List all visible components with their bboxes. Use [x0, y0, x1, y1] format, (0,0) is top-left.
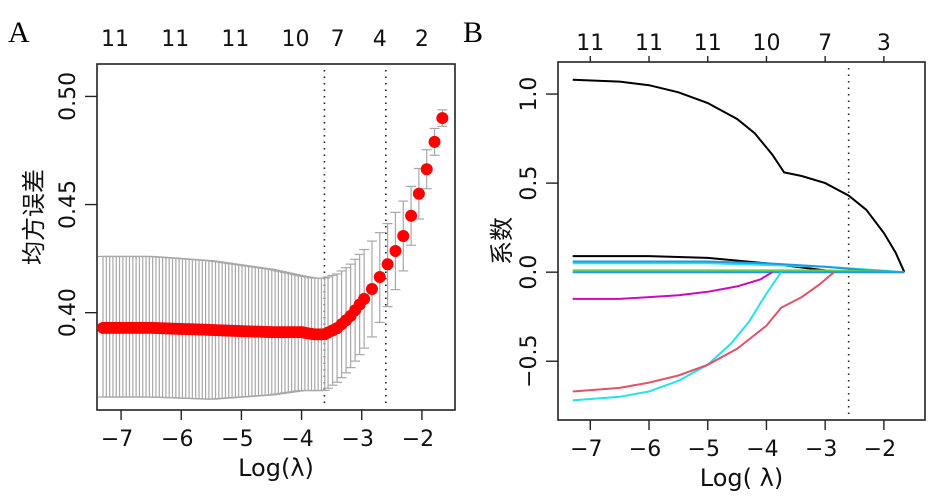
- top-axis-label: 10: [752, 31, 780, 56]
- coefficient-path-var9: [572, 271, 835, 393]
- x-tick-label: −6: [629, 437, 661, 462]
- x-tick-label: −6: [161, 427, 193, 452]
- y-tick-label: −0.5: [517, 335, 542, 388]
- x-axis-title: Log( λ): [700, 464, 783, 492]
- top-axis-label: 10: [282, 27, 310, 52]
- top-axis-label: 4: [373, 27, 387, 52]
- x-tick-label: −5: [688, 437, 720, 462]
- x-tick-label: −3: [805, 437, 837, 462]
- top-axis-label: 7: [331, 27, 345, 52]
- cv-point: [389, 244, 402, 257]
- y-tick-label: 0.45: [56, 180, 81, 229]
- top-axis-label: 3: [877, 31, 891, 56]
- top-axis-label: 11: [694, 31, 722, 56]
- cv-point: [405, 209, 418, 222]
- panel-label-a: A: [8, 16, 30, 49]
- cv-points: [97, 112, 449, 341]
- panel-b-coefficient-path-plot: −7 −6 −5 −4 −3 −2 11 11 11 10 7 3 −0.5 0.0 0.5 1.0 Log( …: [488, 31, 926, 492]
- y-tick-label: 0.5: [517, 166, 542, 201]
- top-axis-label: 11: [635, 31, 663, 56]
- coefficient-path-var1: [572, 78, 906, 273]
- top-axis-label: 11: [221, 27, 249, 52]
- plot-frame: [557, 61, 926, 421]
- top-axis-label: 7: [818, 31, 832, 56]
- cv-point: [381, 258, 394, 271]
- coefficient-path-var7: [572, 271, 773, 300]
- y-axis-title: 系数: [488, 217, 516, 265]
- cv-point: [436, 112, 449, 125]
- cv-point: [420, 163, 433, 176]
- y-tick-label: 0.50: [56, 72, 81, 121]
- y-tick-label: 0.40: [56, 288, 81, 337]
- cv-point: [428, 135, 441, 148]
- top-axis-label: 2: [415, 27, 429, 52]
- top-axis-label: 11: [101, 27, 129, 52]
- y-axis-title: 均方误差: [20, 169, 48, 265]
- coefficient-path-var8: [572, 271, 782, 402]
- cv-point: [365, 283, 378, 296]
- top-axis-label: 11: [576, 31, 604, 56]
- x-tick-label: −2: [402, 427, 434, 452]
- plot-frame: [96, 63, 456, 411]
- x-tick-label: −5: [221, 427, 253, 452]
- x-tick-label: −4: [281, 427, 313, 452]
- x-tick-label: −7: [570, 437, 602, 462]
- x-tick-label: −4: [746, 437, 778, 462]
- top-axis-label: 11: [161, 27, 189, 52]
- cv-point: [412, 187, 425, 200]
- x-tick-label: −2: [864, 437, 896, 462]
- cv-point: [373, 271, 386, 284]
- cv-point: [358, 292, 371, 305]
- y-tick-label: 0.0: [517, 255, 542, 290]
- panel-label-b: B: [463, 16, 483, 49]
- y-tick-label: 1.0: [517, 77, 542, 112]
- x-tick-label: −7: [101, 427, 133, 452]
- x-tick-label: −3: [342, 427, 374, 452]
- x-axis-title: Log(λ): [238, 454, 314, 482]
- cv-point: [397, 229, 410, 242]
- panel-a-cv-plot: −7 −6 −5 −4 −3 −2 11 11 11 10 7 4 2 0.40 0.45 0.50 Log(λ…: [20, 27, 456, 482]
